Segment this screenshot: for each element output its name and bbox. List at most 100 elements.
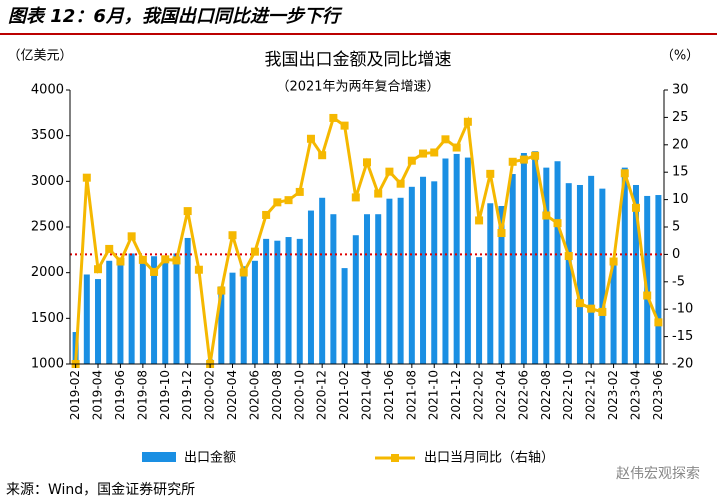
line-marker [284,196,293,205]
line-marker [194,265,203,274]
bar [375,214,382,364]
line-marker [385,167,394,176]
x-tick-label: 2019-06 [113,370,127,420]
line-marker [598,307,607,316]
bar [453,153,460,364]
y-tick-label: 1000 [31,357,64,372]
bar [588,175,595,364]
bar [128,253,135,364]
line-marker [363,158,371,167]
bar [352,235,359,364]
y-tick-label: 4000 [31,83,64,98]
bar [151,256,158,364]
line-marker [150,267,159,276]
x-tick-label: 2020-10 [292,370,306,420]
y2-label: （%） [661,49,699,64]
line-marker [262,210,271,219]
line-marker [542,211,551,220]
x-tick-label: 2022-12 [584,370,598,420]
bar [397,197,404,364]
line-marker [631,203,640,212]
line-marker [340,121,349,130]
bar [386,198,393,364]
bar [520,153,527,364]
x-tick-label: 2023-06 [651,370,665,420]
x-tick-label: 2021-06 [382,370,396,420]
x-tick-label: 2022-06 [516,370,530,420]
y2-tick-label: 25 [672,110,689,125]
bar [240,266,247,364]
line-marker [396,179,405,188]
y2-tick-label: -5 [672,274,685,289]
y-label: （亿美元） [7,49,72,64]
line-marker [441,135,450,144]
x-tick-label: 2019-08 [135,370,149,420]
bar [498,205,505,364]
x-tick-label: 2020-12 [315,370,329,420]
legend-swatch [391,454,399,462]
line-marker [407,156,416,165]
bar [420,176,427,364]
legend-label: 出口金额 [184,450,236,466]
bar [408,186,415,364]
line-marker [575,299,584,308]
line-marker [374,189,383,198]
bar [431,181,438,364]
bar [95,279,102,364]
x-tick-label: 2020-08 [270,370,284,420]
legend-label: 出口当月同比（右轴） [424,451,554,466]
legend-swatch [142,452,176,462]
line-marker [82,173,91,182]
bar [274,240,281,364]
line-marker [127,232,136,241]
bar [184,237,191,364]
line-marker [486,169,495,178]
bar [330,214,337,364]
line-marker [531,151,540,160]
y2-tick-label: 5 [672,220,680,235]
bar [285,237,292,364]
bar [632,184,639,364]
line-marker [306,134,315,143]
x-tick-label: 2022-10 [561,370,575,420]
bar [576,184,583,364]
x-tick-label: 2023-02 [606,370,620,420]
x-tick-label: 2021-12 [449,370,463,420]
bar [599,188,606,364]
line-marker [250,247,259,256]
chart-title: 我国出口金额及同比增速 [265,50,452,70]
bar [106,260,113,364]
y-tick-label: 1500 [31,311,64,326]
chart-subtitle: （2021年为两年复合增速） [276,80,439,95]
line-marker [116,257,125,266]
line-marker [295,187,304,196]
x-tick-label: 2019-12 [180,370,194,420]
y-tick-label: 3500 [31,128,64,143]
y2-tick-label: 10 [672,192,689,207]
bar [364,214,370,364]
x-tick-label: 2023-04 [628,370,642,420]
line-marker [273,198,282,207]
line-marker [463,117,472,126]
x-tick-label: 2022-02 [472,370,486,420]
bar [554,161,561,364]
line-marker [329,113,338,122]
bar [162,260,169,364]
line-marker [430,148,439,157]
bar [263,238,270,364]
watermark: 赵伟宏观探索 [616,465,700,482]
y2-tick-label: 0 [672,247,680,262]
y2-tick-label: -15 [672,329,693,344]
bar [83,274,90,364]
y2-tick-label: 15 [672,165,689,180]
bar [487,203,494,364]
line-marker [351,193,360,202]
bar [341,268,348,364]
line-marker [452,143,461,152]
line-marker [564,252,573,261]
line-marker [94,265,103,274]
line-marker [519,155,528,164]
y2-tick-label: 30 [672,83,689,98]
x-tick-label: 2020-06 [247,370,261,420]
line-marker [318,151,327,160]
